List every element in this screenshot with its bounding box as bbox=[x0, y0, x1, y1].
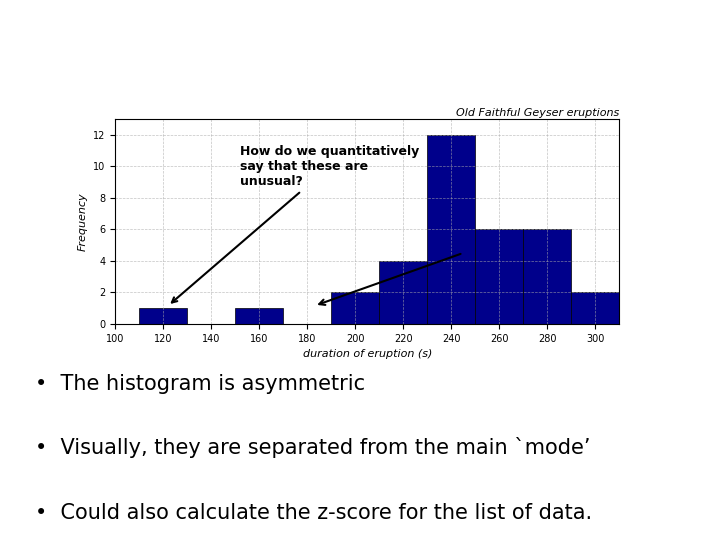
Bar bbox=[139, 308, 187, 324]
Text: Old Faithful Geyser eruptions: Old Faithful Geyser eruptions bbox=[456, 108, 619, 118]
Y-axis label: Frequency: Frequency bbox=[78, 192, 88, 251]
Text: •  The histogram is asymmetric: • The histogram is asymmetric bbox=[35, 374, 365, 394]
Bar bbox=[379, 261, 427, 324]
Bar bbox=[523, 230, 571, 324]
X-axis label: duration of eruption (s): duration of eruption (s) bbox=[302, 349, 432, 359]
Bar bbox=[475, 230, 523, 324]
Text: How can we tell whether the duration of eruptions
of old faithful is changing or: How can we tell whether the duration of … bbox=[0, 24, 720, 84]
Bar bbox=[331, 293, 379, 324]
Bar bbox=[427, 134, 475, 324]
Text: How do we quantitatively
say that these are
unusual?: How do we quantitatively say that these … bbox=[172, 145, 419, 302]
Bar bbox=[235, 308, 283, 324]
Text: •  Could also calculate the z-score for the list of data.: • Could also calculate the z-score for t… bbox=[35, 503, 593, 523]
Text: •  Visually, they are separated from the main `mode’: • Visually, they are separated from the … bbox=[35, 437, 590, 458]
Bar bbox=[571, 293, 619, 324]
